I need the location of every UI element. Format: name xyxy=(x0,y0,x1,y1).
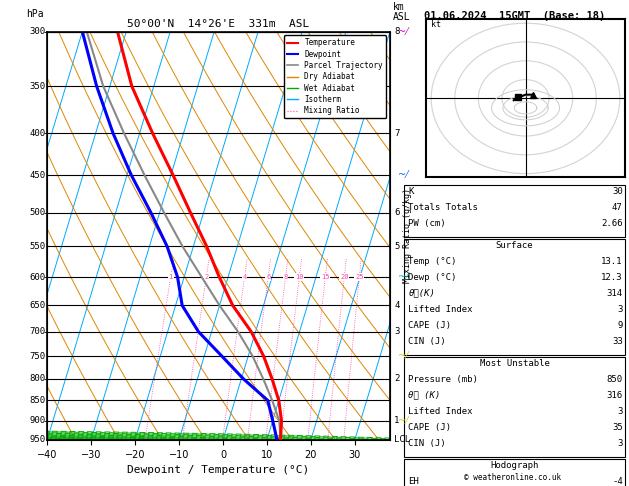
Text: CIN (J): CIN (J) xyxy=(408,337,446,346)
Text: 2: 2 xyxy=(204,274,208,280)
Text: CAPE (J): CAPE (J) xyxy=(408,321,451,330)
Text: 4: 4 xyxy=(242,274,247,280)
Text: Pressure (mb): Pressure (mb) xyxy=(408,375,478,384)
Text: 1: 1 xyxy=(394,416,399,425)
Text: -4: -4 xyxy=(612,477,623,486)
Text: 800: 800 xyxy=(30,375,45,383)
Text: 1: 1 xyxy=(169,274,173,280)
Text: ~⁄: ~⁄ xyxy=(398,416,408,426)
Text: K: K xyxy=(408,187,414,196)
Text: 900: 900 xyxy=(30,416,45,425)
Text: 316: 316 xyxy=(606,391,623,400)
Text: 850: 850 xyxy=(606,375,623,384)
Text: ~⁄: ~⁄ xyxy=(398,272,408,282)
Text: PW (cm): PW (cm) xyxy=(408,219,446,228)
Text: ~⁄: ~⁄ xyxy=(398,27,408,36)
Text: 13.1: 13.1 xyxy=(601,257,623,266)
Text: 850: 850 xyxy=(30,396,45,405)
Text: 3: 3 xyxy=(617,305,623,314)
Text: 2: 2 xyxy=(394,375,399,383)
Text: 400: 400 xyxy=(30,129,45,138)
Text: hPa: hPa xyxy=(26,9,44,19)
Text: 9: 9 xyxy=(617,321,623,330)
Text: 47: 47 xyxy=(612,203,623,212)
Text: 35: 35 xyxy=(612,423,623,432)
Text: Hodograph: Hodograph xyxy=(491,461,538,470)
Text: © weatheronline.co.uk: © weatheronline.co.uk xyxy=(464,473,561,482)
Text: Surface: Surface xyxy=(496,241,533,250)
Text: 600: 600 xyxy=(30,273,45,281)
Text: 450: 450 xyxy=(30,171,45,180)
Text: ~⁄: ~⁄ xyxy=(398,170,408,180)
Text: 20: 20 xyxy=(340,274,348,280)
Text: 550: 550 xyxy=(30,242,45,251)
Text: θᴄ (K): θᴄ (K) xyxy=(408,391,440,400)
Text: Dewp (°C): Dewp (°C) xyxy=(408,273,457,282)
Text: CAPE (J): CAPE (J) xyxy=(408,423,451,432)
Text: 3: 3 xyxy=(617,439,623,448)
Text: Temp (°C): Temp (°C) xyxy=(408,257,457,266)
Text: 300: 300 xyxy=(30,27,45,36)
Text: Mixing Ratio (g/kg): Mixing Ratio (g/kg) xyxy=(403,188,411,283)
Text: Totals Totals: Totals Totals xyxy=(408,203,478,212)
Text: 6: 6 xyxy=(266,274,270,280)
Text: 3: 3 xyxy=(617,407,623,416)
Text: 15: 15 xyxy=(321,274,330,280)
X-axis label: Dewpoint / Temperature (°C): Dewpoint / Temperature (°C) xyxy=(128,465,309,475)
Text: 7: 7 xyxy=(394,129,399,138)
Text: 750: 750 xyxy=(30,351,45,361)
Text: 12.3: 12.3 xyxy=(601,273,623,282)
Text: 33: 33 xyxy=(612,337,623,346)
Text: 10: 10 xyxy=(295,274,304,280)
Text: 25: 25 xyxy=(355,274,364,280)
Text: Lifted Index: Lifted Index xyxy=(408,305,473,314)
Text: LCL: LCL xyxy=(394,435,410,444)
Text: 01.06.2024  15GMT  (Base: 18): 01.06.2024 15GMT (Base: 18) xyxy=(424,11,605,21)
Text: ~⁄: ~⁄ xyxy=(398,351,408,361)
Text: 950: 950 xyxy=(30,435,45,444)
Text: EH: EH xyxy=(408,477,419,486)
Text: 5: 5 xyxy=(394,242,399,251)
Text: 2.66: 2.66 xyxy=(601,219,623,228)
Text: Most Unstable: Most Unstable xyxy=(479,359,550,368)
Text: 3: 3 xyxy=(394,327,399,336)
Text: 500: 500 xyxy=(30,208,45,217)
Text: 8: 8 xyxy=(394,27,399,36)
Text: 8: 8 xyxy=(284,274,287,280)
Text: CIN (J): CIN (J) xyxy=(408,439,446,448)
Text: 30: 30 xyxy=(612,187,623,196)
Text: kt: kt xyxy=(431,20,441,29)
Text: 4: 4 xyxy=(394,301,399,310)
Text: 6: 6 xyxy=(394,208,399,217)
Text: 650: 650 xyxy=(30,301,45,310)
Text: 700: 700 xyxy=(30,327,45,336)
Legend: Temperature, Dewpoint, Parcel Trajectory, Dry Adiabat, Wet Adiabat, Isotherm, Mi: Temperature, Dewpoint, Parcel Trajectory… xyxy=(284,35,386,118)
Text: 314: 314 xyxy=(606,289,623,298)
Text: km
ASL: km ASL xyxy=(393,2,411,22)
Text: Lifted Index: Lifted Index xyxy=(408,407,473,416)
Title: 50°00'N  14°26'E  331m  ASL: 50°00'N 14°26'E 331m ASL xyxy=(128,19,309,30)
Text: 350: 350 xyxy=(30,82,45,91)
Text: θᴄ(K): θᴄ(K) xyxy=(408,289,435,298)
